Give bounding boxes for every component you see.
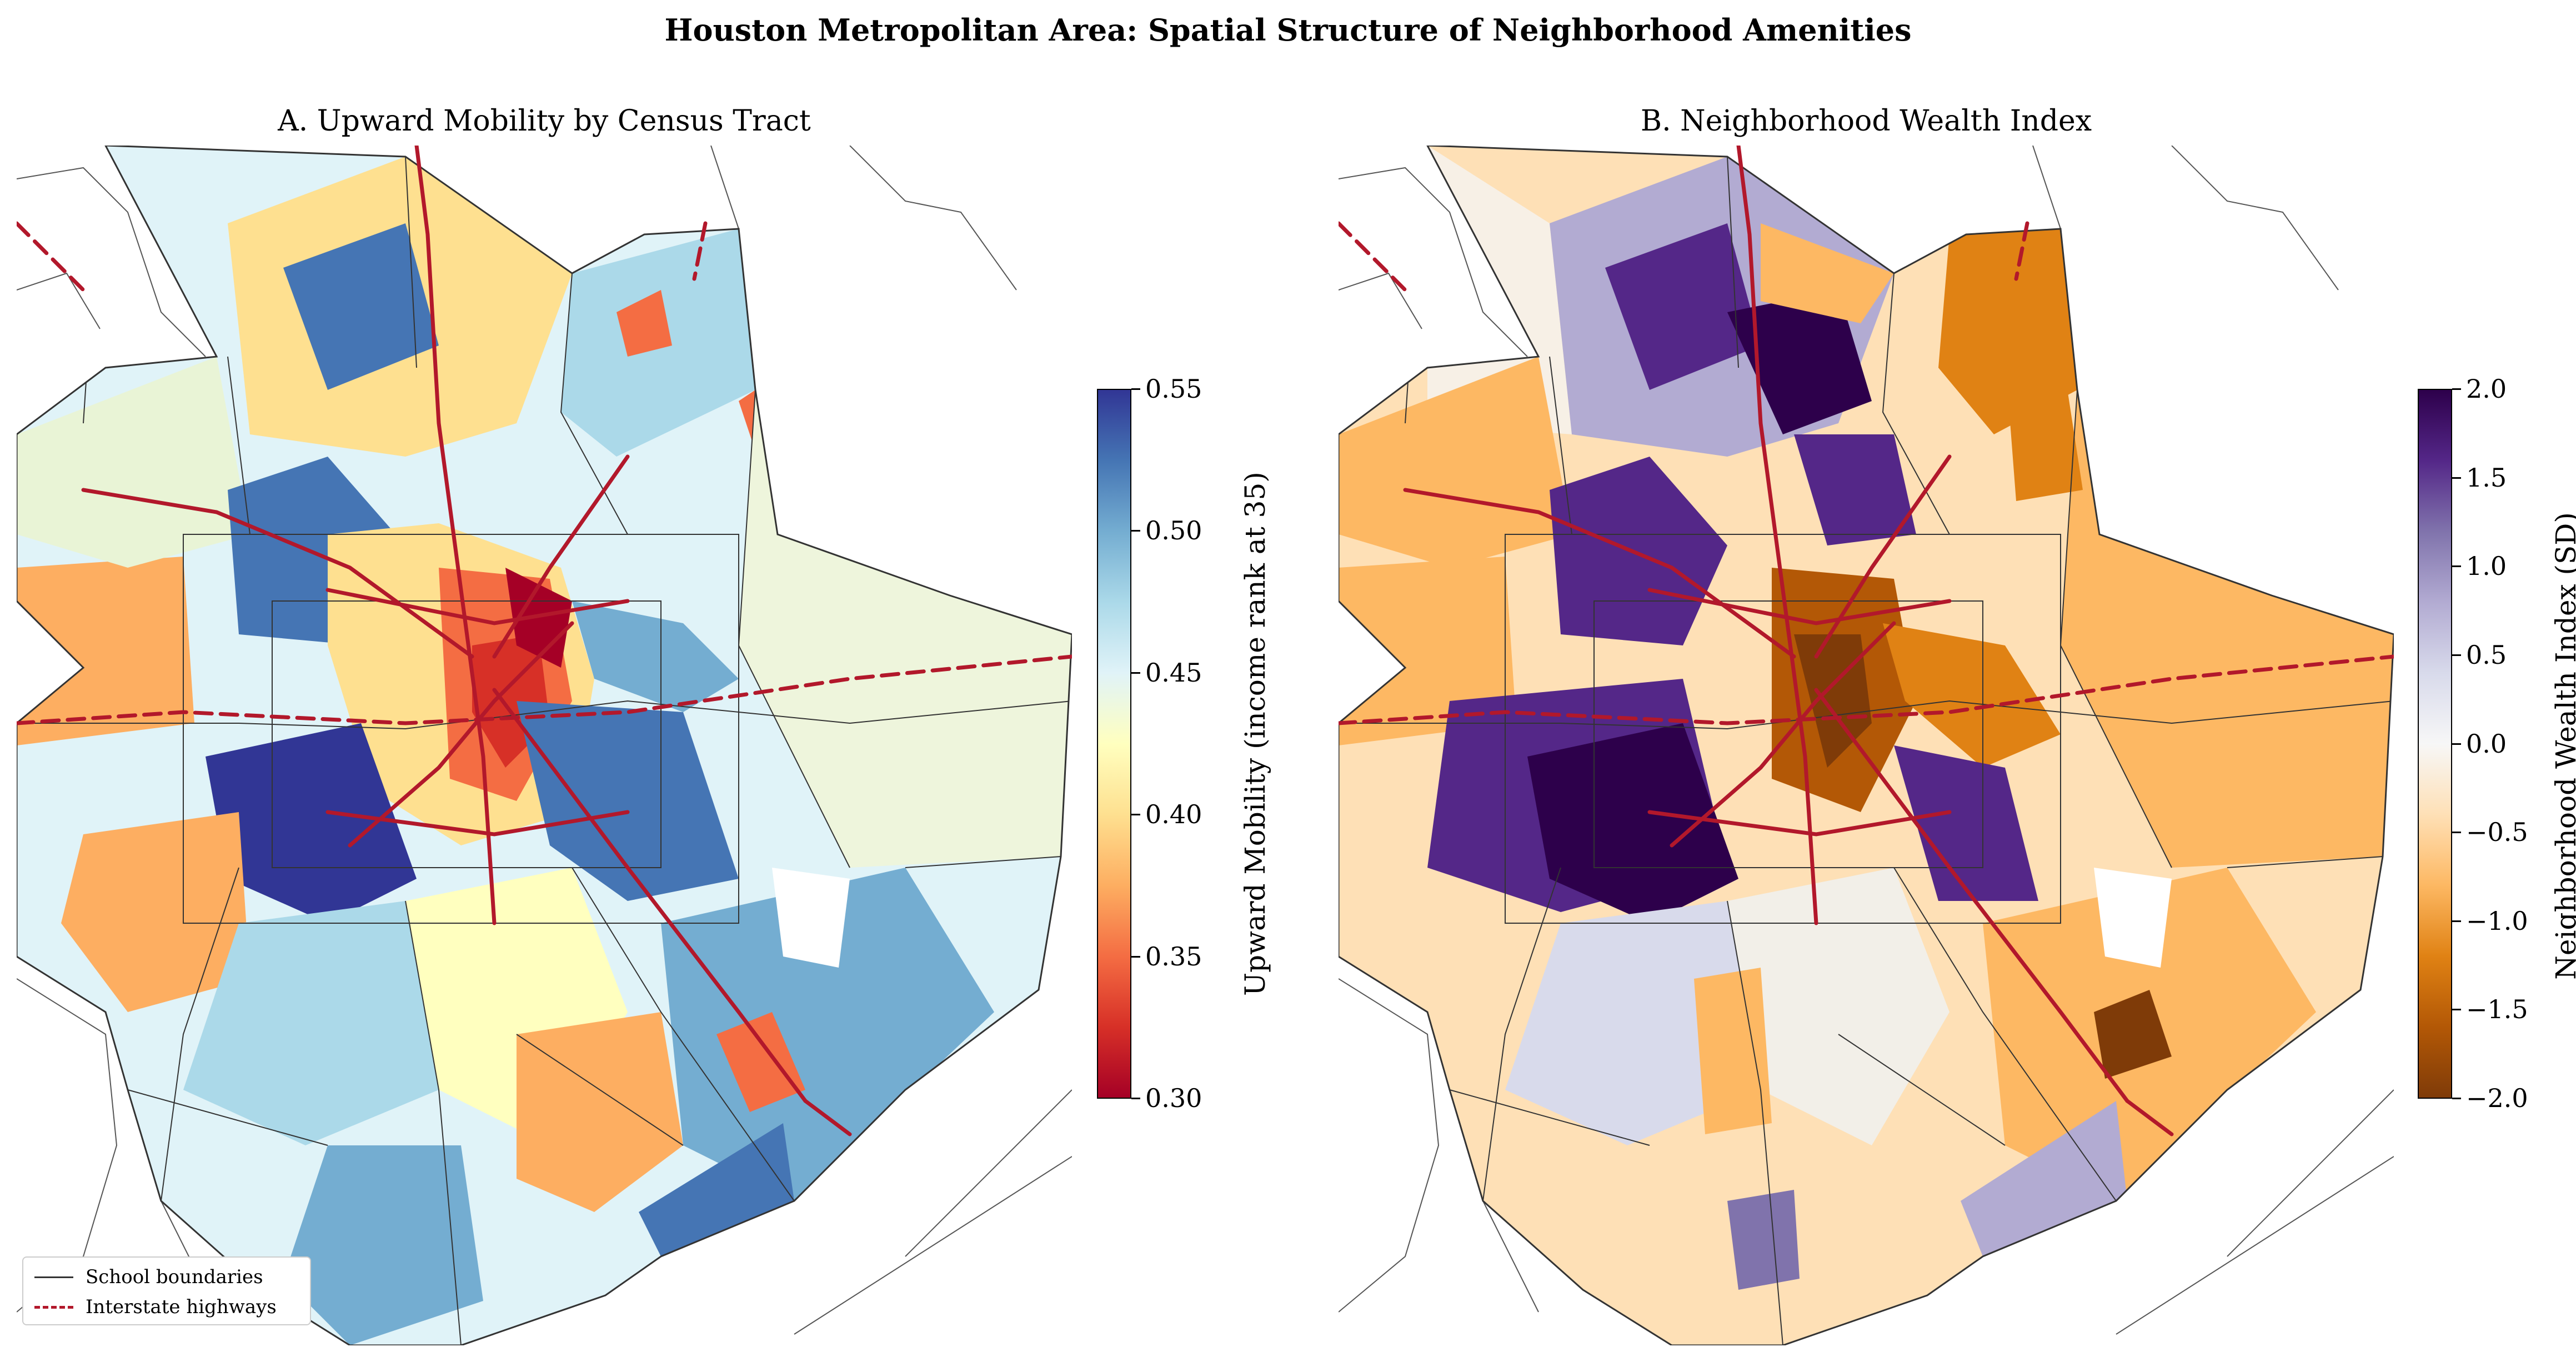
dashed-line-icon: [34, 1305, 73, 1309]
legend-label: Interstate highways: [86, 1296, 277, 1318]
colorbar-a-tick: 0.35: [1145, 942, 1202, 972]
figure-title: Houston Metropolitan Area: Spatial Struc…: [664, 12, 1912, 48]
colorbar-b-tick: −1.5: [2466, 994, 2528, 1024]
colorbar-b-tick: −1.0: [2466, 906, 2528, 936]
colorbar-b-tick: 0.5: [2466, 640, 2507, 670]
panel-a-title: A. Upward Mobility by Census Tract: [278, 104, 811, 138]
legend-label: School boundaries: [86, 1266, 263, 1288]
interstate-highways: [17, 146, 1072, 1136]
legend-item-interstate-highways: Interstate highways: [34, 1293, 277, 1321]
colorbar-a-tick: 0.30: [1145, 1083, 1202, 1113]
colorbar-b-label: Neighborhood Wealth Index (SD): [2550, 512, 2576, 980]
upward-mobility-colorbar: [1097, 389, 1131, 1099]
colorbar-b-tick: 0.0: [2466, 729, 2507, 759]
colorbar-b-tick: 1.0: [2466, 551, 2507, 581]
interstate-highways-b: [1339, 146, 2394, 1136]
wealth-index-colorbar: [2418, 389, 2452, 1099]
map-outline: [17, 146, 1072, 1345]
colorbar-b-tick: −2.0: [2466, 1083, 2528, 1113]
wealth-index-map: [1339, 146, 2394, 1345]
colorbar-a-tick: 0.55: [1145, 374, 1202, 404]
panel-b-title: B. Neighborhood Wealth Index: [1640, 104, 2092, 138]
legend-item-school-boundaries: School boundaries: [34, 1263, 263, 1291]
colorbar-a-tick: 0.45: [1145, 658, 1202, 688]
colorbar-a-tick: 0.40: [1145, 799, 1202, 829]
colorbar-b-tick: 1.5: [2466, 463, 2507, 493]
solid-line-icon: [34, 1276, 73, 1278]
map-legend: School boundaries Interstate highways: [22, 1256, 311, 1325]
colorbar-a-tick: 0.50: [1145, 515, 1202, 545]
colorbar-b-tick: 2.0: [2466, 374, 2507, 404]
upward-mobility-map: [17, 146, 1072, 1345]
colorbar-a-label: Upward Mobility (income rank at 35): [1239, 472, 1271, 996]
colorbar-b-tick: −0.5: [2466, 817, 2528, 847]
